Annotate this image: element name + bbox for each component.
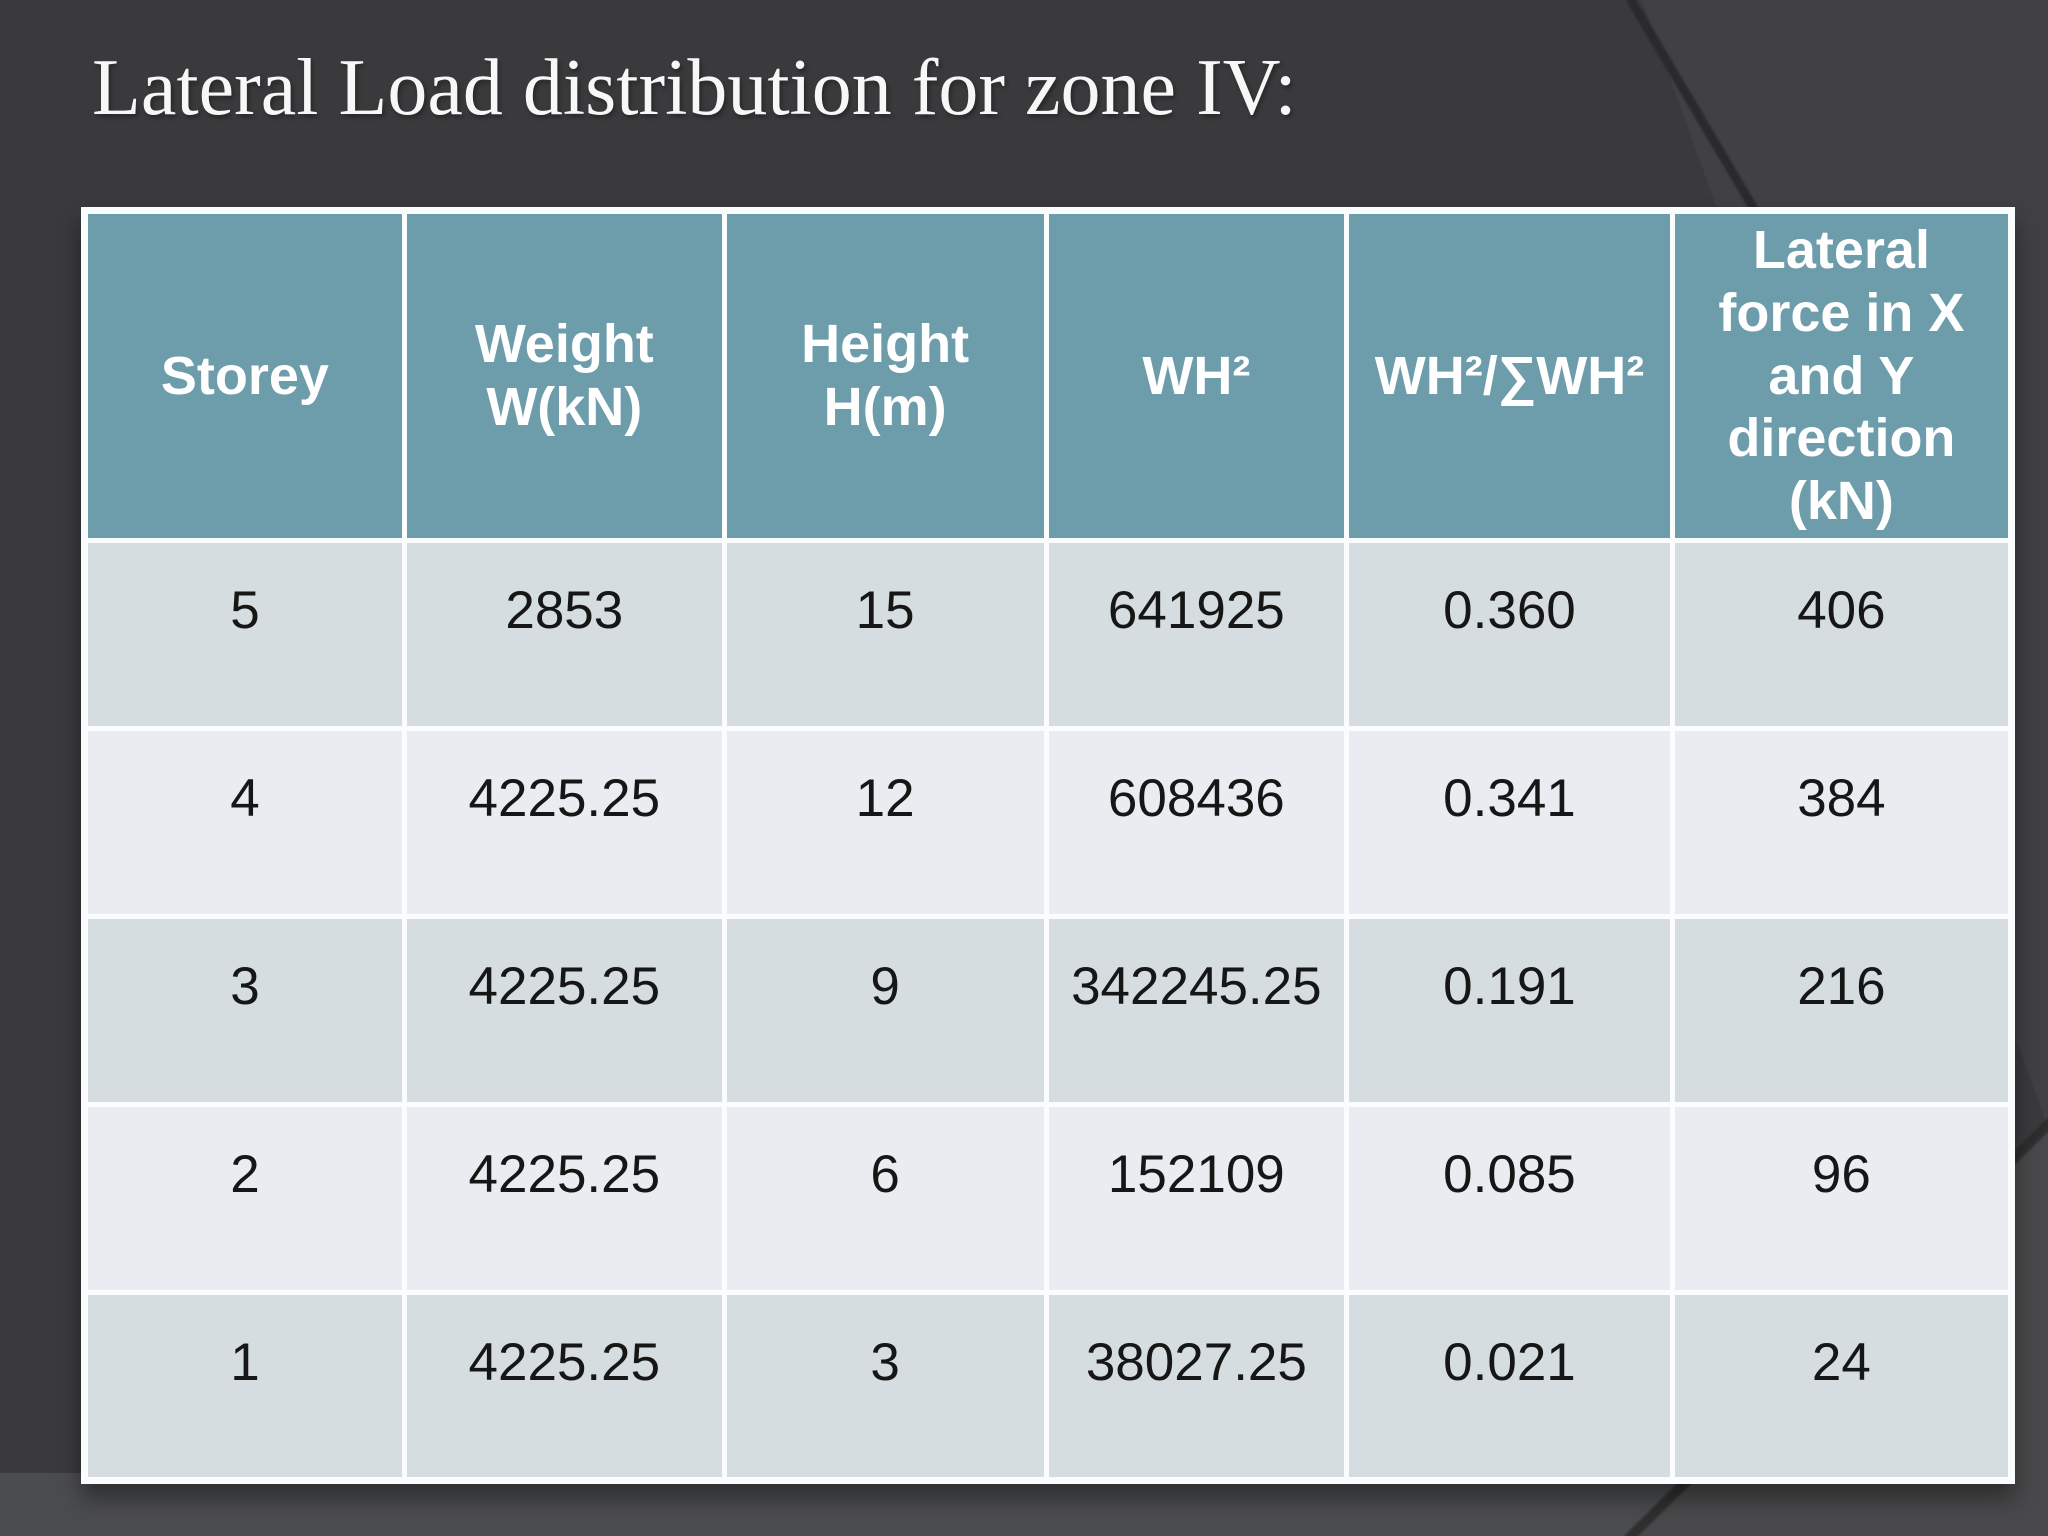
table-cell: 4225.25 [401, 726, 727, 919]
table-cell: 216 [1669, 914, 2015, 1107]
header-cell: Weight W(kN) [401, 208, 727, 543]
table-cell: 4225.25 [401, 1102, 727, 1295]
table-body: 5 2853 15 641925 0.360 406 4 4225.25 12 608436 0.3… [82, 538, 2015, 1483]
table-cell: 0.341 [1344, 726, 1675, 919]
header-row: Storey Weight W(kN) Height H(m) WH² WH²/∑WH²… [82, 208, 2015, 543]
table-cell: 4 [82, 726, 407, 919]
table-row: 1 4225.25 3 38027.25 0.021 24 [82, 1290, 2015, 1483]
table-row: 4 4225.25 12 608436 0.341 384 [82, 726, 2015, 919]
table-cell: 0.191 [1344, 914, 1675, 1107]
table-cell: 406 [1669, 538, 2015, 731]
table-row: 2 4225.25 6 152109 0.085 96 [82, 1102, 2015, 1295]
table-cell: 6 [721, 1102, 1049, 1295]
table-row: 3 4225.25 9 342245.25 0.191 216 [82, 914, 2015, 1107]
table-cell: 15 [721, 538, 1049, 731]
table-cell: 3 [82, 914, 407, 1107]
table-cell: 0.085 [1344, 1102, 1675, 1295]
header-cell: Storey [82, 208, 407, 543]
table-cell: 0.360 [1344, 538, 1675, 731]
table-cell: 12 [721, 726, 1049, 919]
lateral-load-table: Storey Weight W(kN) Height H(m) WH² WH²/∑WH²… [81, 207, 2015, 1484]
table-cell: 152109 [1043, 1102, 1350, 1295]
table-cell: 342245.25 [1043, 914, 1350, 1107]
table-cell: 4225.25 [401, 1290, 727, 1483]
slide-title: Lateral Load distribution for zone IV: [92, 44, 1297, 132]
table-cell: 38027.25 [1043, 1290, 1350, 1483]
table-cell: 96 [1669, 1102, 2015, 1295]
table-cell: 9 [721, 914, 1049, 1107]
header-cell: WH²/∑WH² [1344, 208, 1675, 543]
table-cell: 4225.25 [401, 914, 727, 1107]
header-cell: WH² [1043, 208, 1350, 543]
table-cell: 5 [82, 538, 407, 731]
table-cell: 3 [721, 1290, 1049, 1483]
header-cell: Lateral force in X and Y direction (kN) [1669, 208, 2015, 543]
table-cell: 24 [1669, 1290, 2015, 1483]
table-cell: 608436 [1043, 726, 1350, 919]
table-cell: 2853 [401, 538, 727, 731]
table-cell: 641925 [1043, 538, 1350, 731]
table-cell: 384 [1669, 726, 2015, 919]
table-cell: 2 [82, 1102, 407, 1295]
header-cell: Height H(m) [721, 208, 1049, 543]
table-row: 5 2853 15 641925 0.360 406 [82, 538, 2015, 731]
table-cell: 1 [82, 1290, 407, 1483]
table-cell: 0.021 [1344, 1290, 1675, 1483]
